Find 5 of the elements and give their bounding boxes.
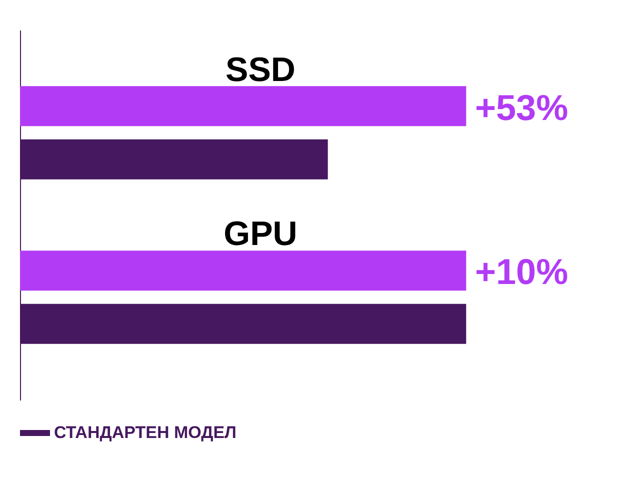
text: +10% [475,251,568,292]
text: +53% [475,86,568,128]
legend-label: СТАНДАРТЕН МОДЕЛ [54,423,236,442]
y-tick-label: SSD [226,50,296,89]
y-tick-label: GPU [224,215,298,254]
